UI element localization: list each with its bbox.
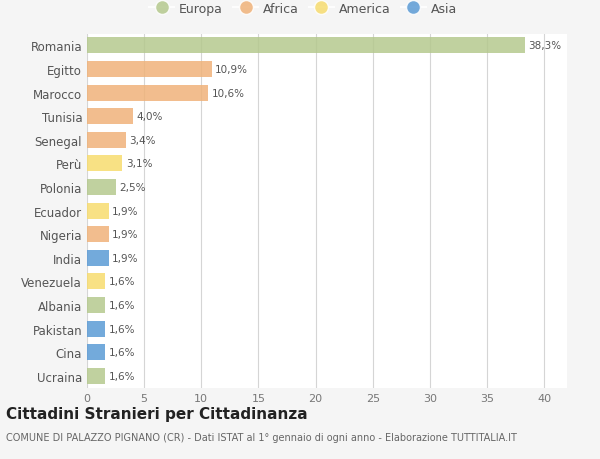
Bar [87, 227, 109, 243]
Text: 3,4%: 3,4% [129, 135, 156, 146]
Text: 1,6%: 1,6% [109, 347, 135, 358]
Text: 3,1%: 3,1% [126, 159, 152, 169]
Text: 1,9%: 1,9% [112, 230, 139, 240]
Text: 1,9%: 1,9% [112, 253, 139, 263]
Text: 1,6%: 1,6% [109, 300, 135, 310]
Text: 10,6%: 10,6% [212, 88, 245, 98]
Text: 10,9%: 10,9% [215, 65, 248, 75]
Bar [87, 250, 109, 266]
Text: 1,6%: 1,6% [109, 324, 135, 334]
Text: 4,0%: 4,0% [136, 112, 163, 122]
Bar [87, 133, 126, 148]
Bar [87, 38, 525, 54]
Bar [87, 109, 133, 125]
Bar [87, 321, 105, 337]
Bar [87, 297, 105, 313]
Bar [87, 345, 105, 360]
Bar [87, 85, 208, 101]
Bar [87, 179, 116, 196]
Legend: Europa, Africa, America, Asia: Europa, Africa, America, Asia [146, 0, 460, 18]
Bar [87, 274, 105, 290]
Text: Cittadini Stranieri per Cittadinanza: Cittadini Stranieri per Cittadinanza [6, 406, 308, 421]
Text: 1,6%: 1,6% [109, 277, 135, 287]
Bar [87, 62, 212, 78]
Text: 1,6%: 1,6% [109, 371, 135, 381]
Bar [87, 203, 109, 219]
Text: 2,5%: 2,5% [119, 183, 146, 193]
Bar [87, 368, 105, 384]
Text: COMUNE DI PALAZZO PIGNANO (CR) - Dati ISTAT al 1° gennaio di ogni anno - Elabora: COMUNE DI PALAZZO PIGNANO (CR) - Dati IS… [6, 432, 517, 442]
Text: 38,3%: 38,3% [528, 41, 561, 51]
Text: 1,9%: 1,9% [112, 206, 139, 216]
Bar [87, 156, 122, 172]
